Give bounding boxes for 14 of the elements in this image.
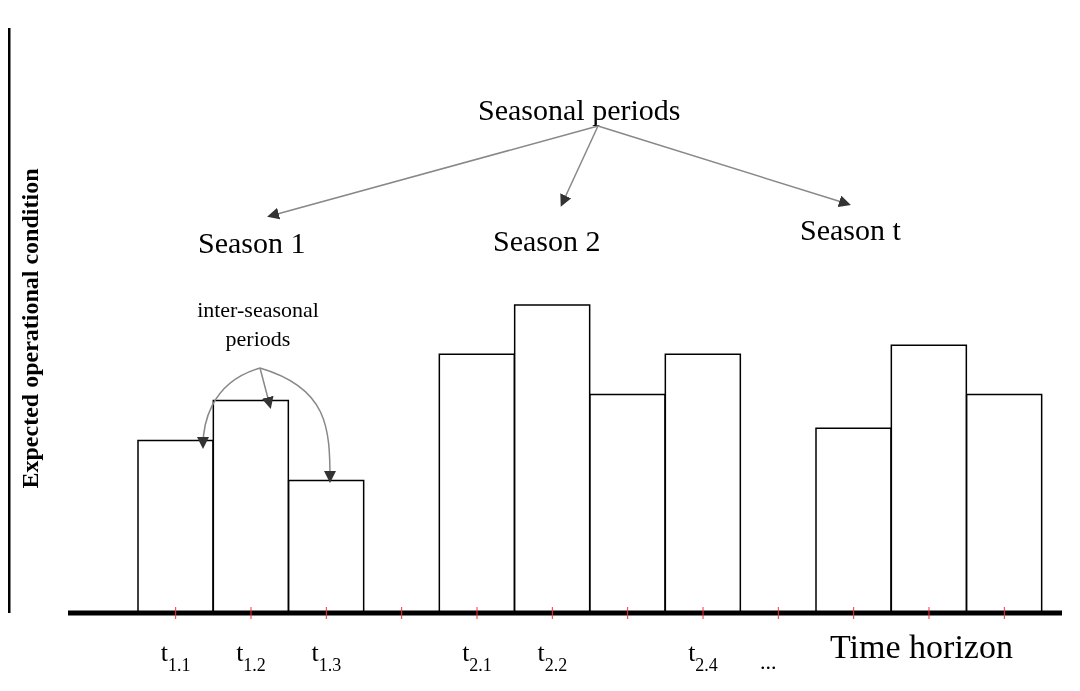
- text: Seasonal periods: [478, 92, 681, 128]
- x-tick-label: t$_{1.2}$: [236, 638, 266, 675]
- text: ...: [760, 648, 777, 676]
- x-tick-label: t$_{2.2}$: [537, 638, 568, 675]
- x-tick-label: t$_{2.4}$: [688, 638, 718, 675]
- y-axis-title: Expected operational condition: [16, 167, 44, 489]
- annotation: inter-seasonal periods: [196, 296, 320, 353]
- text: Season 1: [198, 225, 306, 261]
- x-tick-label: t$_{2.1}$: [462, 638, 492, 675]
- x-axis-title: Time horizon: [830, 628, 1013, 666]
- x-tick-label: t$_{1.1}$: [160, 638, 191, 675]
- text: Season t: [800, 212, 901, 248]
- text: Season 2: [493, 223, 601, 259]
- x-tick-label: t$_{1.3}$: [311, 638, 342, 675]
